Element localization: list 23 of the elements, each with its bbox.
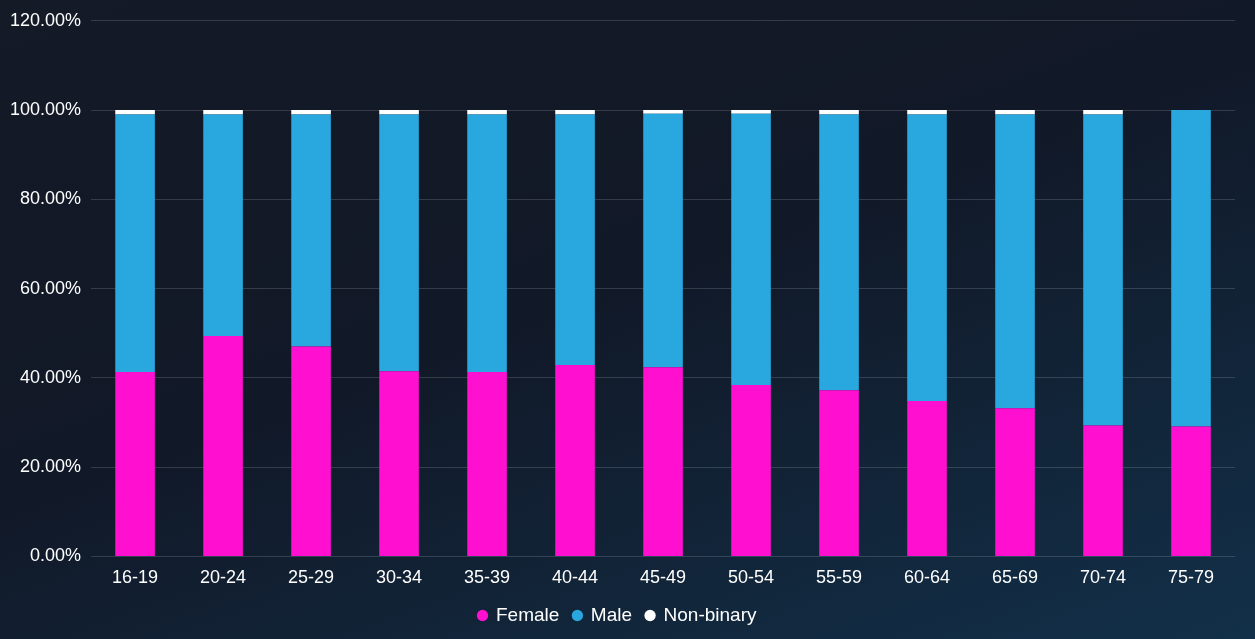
y-tick-label: 0.00%: [30, 545, 82, 566]
x-tick-label: 40-44: [552, 567, 599, 588]
x-tick-label: 20-24: [200, 567, 247, 588]
x-tick-label: 30-34: [376, 567, 423, 588]
x-tick-label: 16-19: [112, 567, 159, 588]
x-tick-label: 75-79: [1167, 567, 1215, 588]
x-tick-label: 65-69: [991, 567, 1039, 588]
x-tick-label: 60-64: [903, 567, 951, 588]
y-tick-label: 20.00%: [20, 456, 82, 477]
x-tick-label: 35-39: [464, 567, 511, 588]
y-tick-label: 100.00%: [10, 99, 82, 120]
y-tick-label: 80.00%: [20, 188, 82, 209]
y-tick-label: 60.00%: [20, 277, 82, 298]
legend-label: Female: [496, 603, 560, 625]
x-tick-label: 45-49: [640, 567, 687, 588]
y-tick-label: 120.00%: [10, 9, 82, 30]
legend-label: Male: [590, 603, 633, 625]
x-tick-label: 50-54: [728, 567, 775, 588]
x-tick-label: 25-29: [288, 567, 335, 588]
y-tick-label: 40.00%: [20, 366, 82, 387]
x-tick-label: 70-74: [1079, 567, 1127, 588]
x-tick-label: 55-59: [816, 567, 863, 588]
legend-label: Non-binary: [663, 603, 757, 625]
